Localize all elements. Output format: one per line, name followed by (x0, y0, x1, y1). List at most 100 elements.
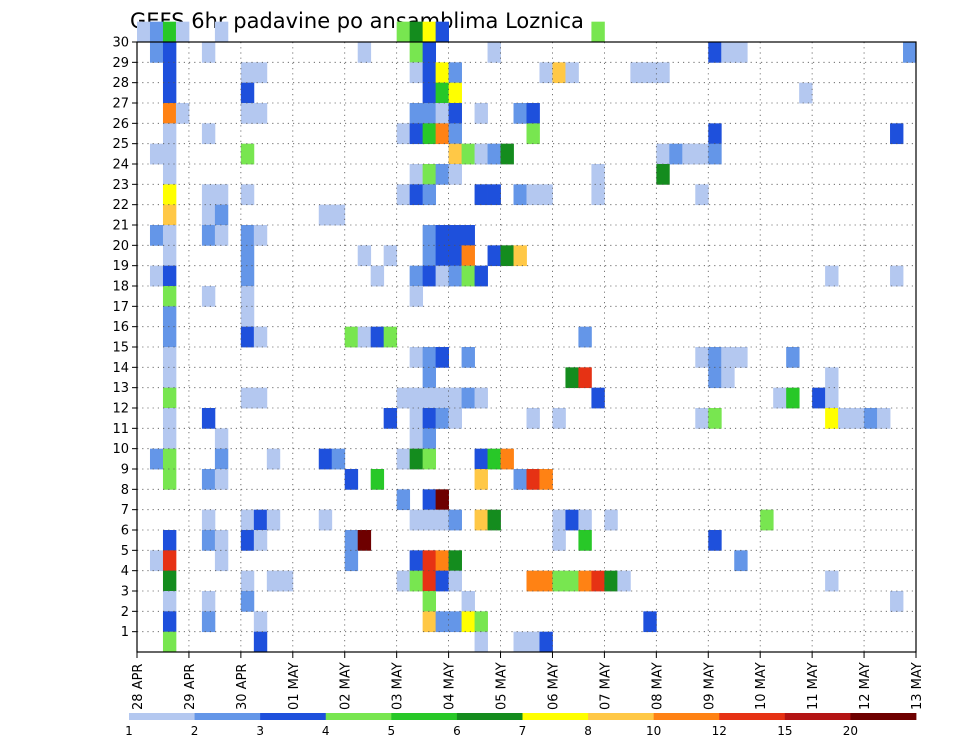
heatmap-cell (422, 591, 437, 612)
heatmap-cell (435, 570, 449, 592)
heatmap-cell (539, 184, 553, 206)
heatmap-cell (825, 387, 839, 409)
colorbar-swatch (522, 713, 589, 720)
y-tick-label: 23 (112, 178, 129, 193)
heatmap-cell (435, 489, 449, 511)
y-tick-label: 19 (112, 259, 129, 274)
heatmap-cell (409, 42, 424, 63)
heatmap-cell (513, 469, 527, 490)
y-tick-label: 2 (121, 605, 129, 620)
heatmap-cell (825, 570, 839, 592)
heatmap-cell (539, 469, 553, 490)
heatmap-cell (461, 245, 475, 267)
heatmap-cell (357, 245, 372, 267)
heatmap-cell (370, 265, 385, 287)
heatmap-cell (162, 184, 177, 206)
colorbar-swatch (784, 713, 851, 720)
heatmap-cell (240, 265, 255, 287)
heatmap-cell (162, 469, 177, 490)
heatmap-cell (409, 387, 424, 409)
heatmap-cell (331, 204, 346, 226)
y-tick-label: 15 (112, 341, 129, 356)
heatmap-cell (162, 225, 177, 246)
heatmap-cell (344, 469, 359, 490)
heatmap-cell (435, 611, 449, 633)
heatmap-cell (825, 367, 839, 389)
colorbar-label: 8 (584, 724, 592, 738)
heatmap-cell (487, 245, 501, 267)
heatmap-cell (422, 387, 437, 409)
colorbar: 1 2 3 4 5 6 7 8 10 12 15 20 (125, 713, 917, 738)
heatmap-cell (162, 367, 177, 389)
heatmap-cell (474, 184, 488, 206)
heatmap-cell (344, 326, 359, 348)
heatmap-cell (162, 306, 177, 328)
heatmap-cell (461, 225, 475, 246)
heatmap-cell (279, 570, 294, 592)
heatmap-cell (409, 509, 424, 531)
colorbar-swatch (194, 713, 261, 720)
heatmap-cell (708, 367, 722, 389)
heatmap-cell (253, 509, 268, 531)
heatmap-cell (695, 347, 709, 368)
heatmap-cell (552, 408, 566, 429)
heatmap-cell (435, 265, 449, 287)
heatmap-cell (318, 509, 333, 531)
heatmap-cell (240, 326, 255, 348)
colorbar-swatch (850, 713, 917, 720)
colorbar-label: 1 (125, 724, 133, 738)
heatmap-cell (578, 570, 592, 592)
heatmap-cell (435, 550, 449, 572)
chart-title: GEFS 6hr padavine po ansamblima Loznica (130, 9, 584, 33)
y-tick-label: 28 (112, 76, 129, 91)
heatmap-cell (409, 570, 424, 592)
heatmap-cell (422, 265, 437, 287)
x-tick-label: 29 APR (183, 664, 198, 710)
heatmap-cell (409, 265, 424, 287)
heatmap-cell (448, 225, 462, 246)
heatmap-cell (344, 550, 359, 572)
heatmap-cell (890, 265, 904, 287)
heatmap-cell (474, 611, 488, 633)
heatmap-cell (422, 489, 437, 511)
heatmap-cell (162, 428, 177, 450)
heatmap-cell (162, 530, 177, 551)
heatmap-cell (461, 265, 475, 287)
heatmap-cell (240, 82, 255, 104)
colorbar-label: 7 (519, 724, 527, 738)
heatmap-cell (461, 611, 475, 633)
heatmap-cell (162, 611, 177, 633)
heatmap-cell (448, 143, 462, 165)
heatmap-cell (578, 509, 592, 531)
heatmap-cell (240, 570, 255, 592)
heatmap-cell (162, 448, 177, 470)
heatmap-cell (708, 42, 722, 63)
heatmap-cell (396, 184, 411, 206)
heatmap-cell (448, 509, 462, 531)
heatmap-cell (396, 21, 411, 43)
heatmap-cell (422, 103, 437, 124)
heatmap-cell (253, 103, 268, 124)
heatmap-cell (435, 123, 449, 145)
heatmap-cell (253, 62, 268, 84)
heatmap-cell (461, 143, 475, 165)
heatmap-cell (383, 245, 398, 267)
y-tick-label: 14 (112, 361, 129, 376)
heatmap-cell (175, 103, 190, 124)
heatmap-cell (591, 21, 605, 43)
heatmap-cell (240, 62, 255, 84)
heatmap-cell (591, 164, 605, 185)
heatmap-cell (435, 225, 449, 246)
colorbar-label: 4 (322, 724, 330, 738)
heatmap-cell (162, 347, 177, 368)
heatmap-cell (149, 550, 164, 572)
heatmap-cell (240, 591, 255, 612)
heatmap-cell (162, 286, 177, 307)
heatmap-cell (162, 570, 177, 592)
heatmap-cell (318, 204, 333, 226)
heatmap-cell (422, 164, 437, 185)
y-tick-label: 12 (112, 402, 129, 417)
y-axis-ticks: 1234567891011121314151617181920212223242… (112, 36, 137, 640)
heatmap-cell (162, 387, 177, 409)
